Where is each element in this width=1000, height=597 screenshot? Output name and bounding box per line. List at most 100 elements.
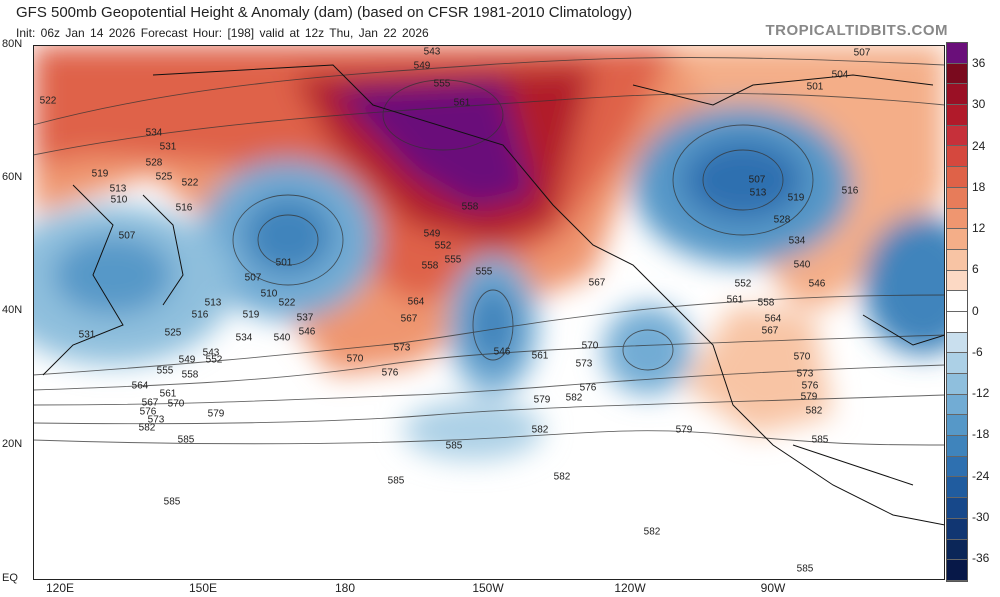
contour-label: 555 bbox=[444, 254, 462, 266]
colorbar-bin bbox=[947, 229, 967, 250]
contour-label: 573 bbox=[147, 414, 165, 426]
contour-label: 534 bbox=[235, 332, 253, 344]
colorbar-bin bbox=[947, 125, 967, 147]
contour-label: 573 bbox=[796, 368, 814, 380]
colorbar-label: 18 bbox=[972, 179, 986, 194]
contour-label: 558 bbox=[181, 369, 199, 381]
contour-label: 546 bbox=[808, 278, 826, 290]
colorbar-bin bbox=[947, 332, 967, 354]
colorbar-bin bbox=[947, 353, 967, 374]
contour-label: 525 bbox=[164, 327, 182, 339]
colorbar-bin bbox=[947, 270, 967, 292]
colorbar-label: 36 bbox=[972, 56, 986, 70]
lon-label: 150W bbox=[472, 581, 504, 595]
contour-label: 582 bbox=[643, 526, 661, 538]
lon-label: 120W bbox=[614, 581, 646, 595]
contour-label: 573 bbox=[393, 342, 411, 354]
contour-label: 552 bbox=[734, 278, 752, 290]
colorbar-label: 12 bbox=[972, 221, 986, 235]
colorbar-bin bbox=[947, 43, 967, 64]
contour-label: 516 bbox=[175, 202, 193, 214]
contour-label: 549 bbox=[423, 228, 441, 240]
contour-label: 585 bbox=[163, 496, 181, 508]
contour-label: 522 bbox=[39, 95, 57, 107]
contour-label: 531 bbox=[78, 329, 96, 341]
colorbar-label: 24 bbox=[972, 138, 986, 153]
contour-label: 552 bbox=[205, 354, 223, 366]
contour-label: 543 bbox=[423, 46, 441, 58]
contour-label: 585 bbox=[811, 434, 829, 446]
contour-label: 570 bbox=[793, 351, 811, 363]
contour-label: 579 bbox=[800, 391, 818, 403]
contour-label: 561 bbox=[726, 294, 744, 306]
contour-label: 555 bbox=[156, 365, 174, 377]
colorbar-bin bbox=[947, 518, 967, 540]
contour-label: 567 bbox=[588, 277, 606, 289]
contour-label: 540 bbox=[793, 259, 811, 271]
contour-label: 513 bbox=[109, 183, 127, 195]
contour-label: 528 bbox=[145, 157, 163, 169]
contour-label: 582 bbox=[565, 392, 583, 404]
colorbar-label: -12 bbox=[972, 386, 990, 400]
contour-label: 519 bbox=[242, 309, 260, 321]
contour-label: 534 bbox=[788, 235, 806, 247]
contour-label: 561 bbox=[159, 388, 177, 400]
contour-label: 579 bbox=[533, 394, 551, 406]
contour-label: 555 bbox=[433, 78, 451, 90]
contour-label: 582 bbox=[553, 471, 571, 483]
map-canvas bbox=[33, 45, 945, 580]
coastlines bbox=[42, 64, 945, 526]
lon-label: 150E bbox=[188, 581, 218, 595]
colorbar bbox=[946, 42, 968, 582]
chart-subtitle: Init: 06z Jan 14 2026 Forecast Hour: [19… bbox=[16, 26, 429, 40]
contour-label: 513 bbox=[749, 187, 767, 199]
contour-label: 573 bbox=[575, 358, 593, 370]
contour-label: 585 bbox=[387, 475, 405, 487]
lat-label: 80N bbox=[2, 38, 23, 50]
contour-label: 501 bbox=[806, 81, 824, 93]
brand-logo-text: TROPICALTIDBITS.COM bbox=[765, 22, 948, 39]
lon-label: 90W bbox=[760, 581, 786, 595]
contour-label: 519 bbox=[91, 168, 109, 180]
colorbar-bin bbox=[947, 456, 967, 478]
contour-label: 561 bbox=[531, 350, 549, 362]
colorbar-label: 6 bbox=[972, 262, 979, 277]
colorbar-bin bbox=[947, 477, 967, 499]
contour-label: 507 bbox=[118, 230, 136, 242]
contour-label: 576 bbox=[579, 382, 597, 394]
contour-label: 552 bbox=[434, 240, 452, 252]
contour-label: 540 bbox=[273, 332, 291, 344]
colorbar-bin bbox=[947, 539, 967, 561]
colorbar-label: 30 bbox=[972, 97, 986, 112]
contour-label: 564 bbox=[131, 380, 149, 392]
contour-label: 534 bbox=[145, 127, 163, 139]
colorbar-bin bbox=[947, 415, 967, 437]
contour-label: 576 bbox=[801, 380, 819, 392]
contour-label: 519 bbox=[787, 192, 805, 204]
lon-label: 180 bbox=[334, 581, 356, 595]
contour-label: 507 bbox=[244, 272, 262, 284]
contour-label: 564 bbox=[764, 313, 782, 325]
contour-label: 582 bbox=[138, 422, 156, 434]
contour-label: 567 bbox=[141, 397, 159, 409]
colorbar-bin bbox=[947, 146, 967, 168]
colorbar-bin bbox=[947, 374, 967, 395]
contour-label: 564 bbox=[407, 296, 425, 308]
contour-label: 546 bbox=[298, 326, 316, 338]
contour-label: 525 bbox=[155, 171, 173, 183]
contour-label: 585 bbox=[445, 440, 463, 452]
lat-label: 20N bbox=[2, 438, 23, 450]
colorbar-label: 0 bbox=[972, 303, 979, 318]
contour-label: 567 bbox=[761, 325, 779, 337]
colorbar-bin bbox=[947, 105, 967, 126]
colorbar-bin bbox=[947, 208, 967, 230]
colorbar-bin bbox=[947, 167, 967, 188]
lat-label: 40N bbox=[2, 304, 23, 316]
colorbar-label: -30 bbox=[972, 509, 990, 524]
contour-label: 522 bbox=[181, 177, 199, 189]
height-contours bbox=[33, 57, 945, 446]
contour-label: 561 bbox=[453, 97, 471, 109]
lat-label: 60N bbox=[2, 171, 23, 183]
colorbar-bin bbox=[947, 291, 967, 312]
contour-label: 546 bbox=[493, 346, 511, 358]
